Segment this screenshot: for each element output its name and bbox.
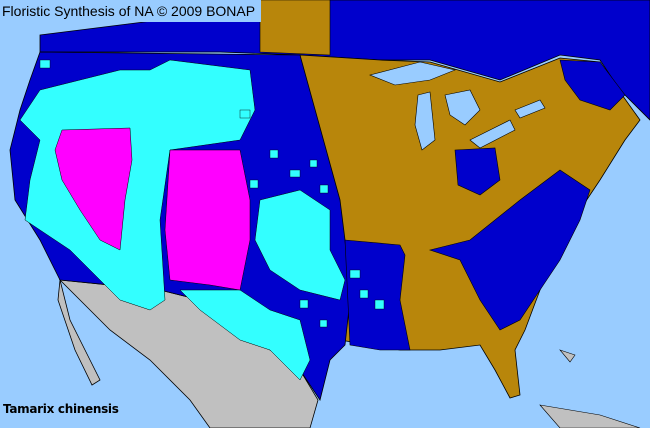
great-lakes (369, 61, 546, 151)
species-name: Tamarix chinensis (3, 402, 119, 416)
northeast-present (559, 59, 626, 111)
gulf-states-present (344, 239, 411, 351)
canada-region (39, 0, 650, 121)
cyan-west (19, 59, 256, 311)
cyan-plains (254, 189, 346, 301)
map-title: Floristic Synthesis of NA © 2009 BONAP (0, 0, 262, 22)
magenta-nevada (54, 127, 133, 251)
cyan-scattered-counties (39, 59, 385, 328)
ohio-present (454, 147, 501, 196)
magenta-utah-colorado (164, 149, 251, 291)
cyan-southwest (179, 289, 311, 381)
caribbean-islands (539, 349, 641, 428)
southeast-present (428, 169, 591, 331)
